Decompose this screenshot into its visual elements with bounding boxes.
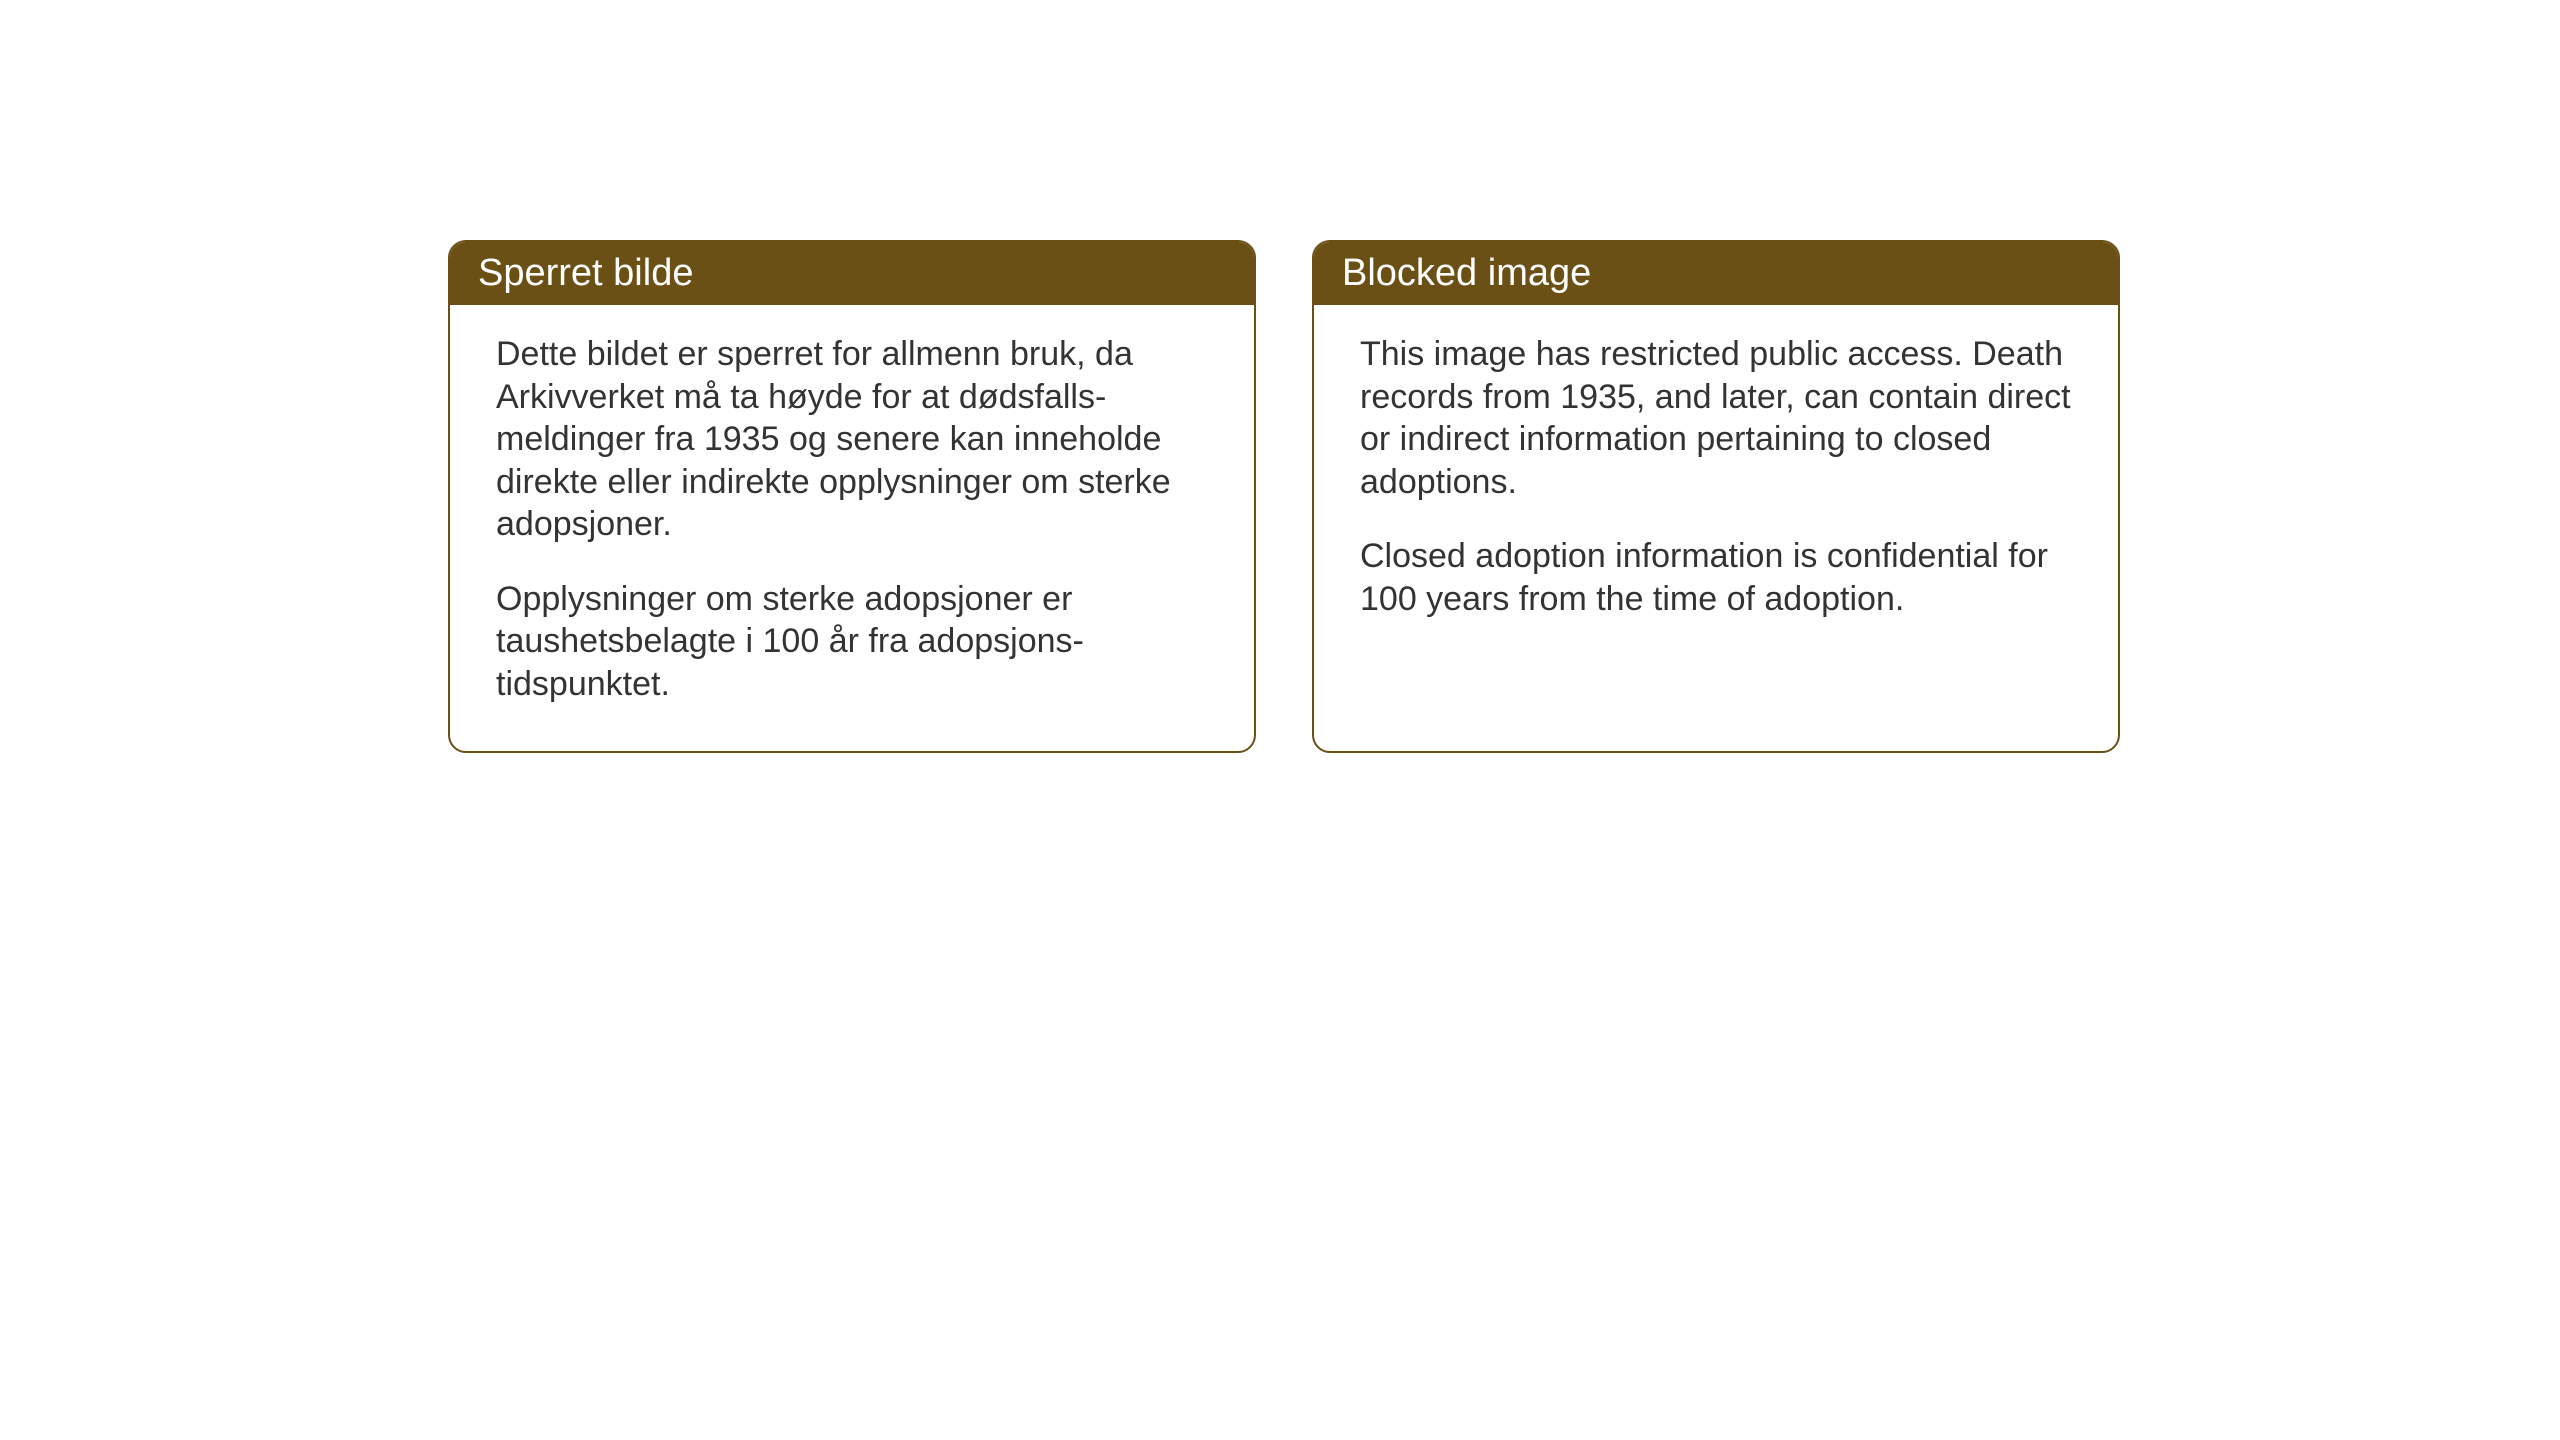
panel-header-norwegian: Sperret bilde <box>450 242 1254 305</box>
panel-header-english: Blocked image <box>1314 242 2118 305</box>
panel-paragraph-2-norwegian: Opplysninger om sterke adopsjoner er tau… <box>496 578 1208 706</box>
notice-panel-norwegian: Sperret bilde Dette bildet er sperret fo… <box>448 240 1256 753</box>
panel-paragraph-2-english: Closed adoption information is confident… <box>1360 535 2072 620</box>
panel-title-norwegian: Sperret bilde <box>478 252 693 294</box>
panel-paragraph-1-norwegian: Dette bildet er sperret for allmenn bruk… <box>496 333 1208 546</box>
panel-text-norwegian: Dette bildet er sperret for allmenn bruk… <box>496 333 1208 705</box>
panel-text-english: This image has restricted public access.… <box>1360 333 2072 620</box>
panel-paragraph-1-english: This image has restricted public access.… <box>1360 333 2072 503</box>
panel-body-english: This image has restricted public access.… <box>1314 305 2118 751</box>
notice-panel-english: Blocked image This image has restricted … <box>1312 240 2120 753</box>
panel-title-english: Blocked image <box>1342 252 1591 294</box>
notice-container: Sperret bilde Dette bildet er sperret fo… <box>448 240 2120 753</box>
panel-body-norwegian: Dette bildet er sperret for allmenn bruk… <box>450 305 1254 751</box>
